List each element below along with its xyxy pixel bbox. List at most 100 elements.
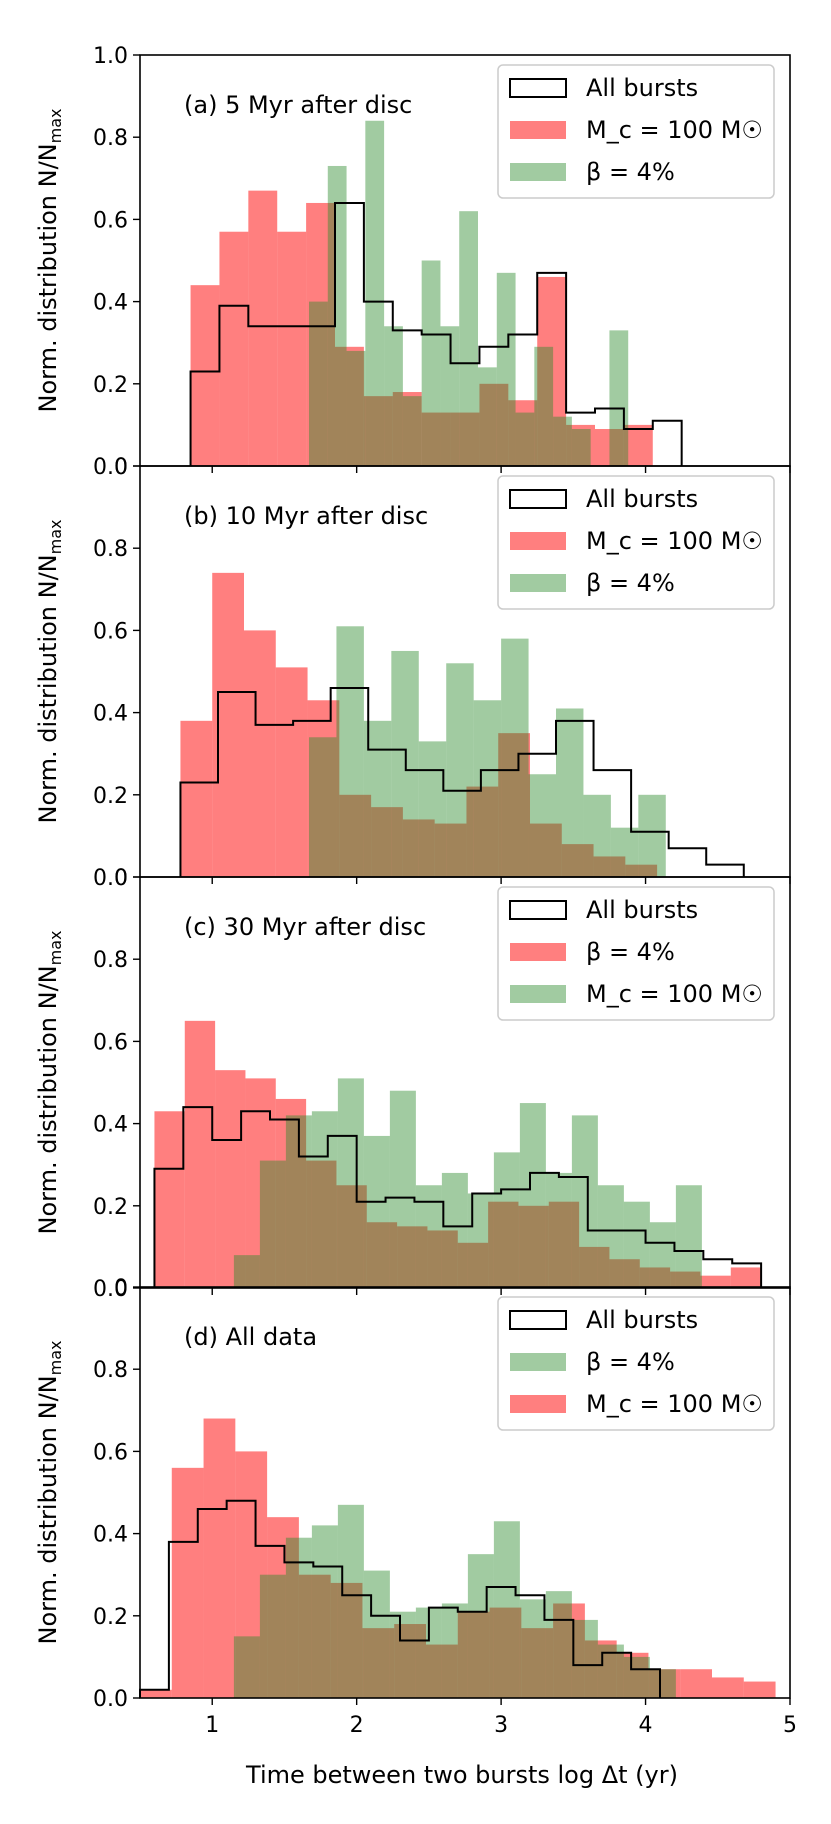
histogram-bar — [561, 844, 594, 877]
histogram-bar — [384, 326, 403, 466]
x-axis-label: Time between two bursts log Δt (yr) — [245, 1761, 678, 1789]
y-tick-label: 0.2 — [93, 1195, 128, 1220]
y-tick-label: 1.0 — [93, 44, 128, 69]
series-2 — [179, 686, 745, 877]
histogram-bar — [203, 1418, 236, 1698]
histogram-bar — [421, 412, 451, 466]
legend-label: β = 4% — [586, 1348, 675, 1376]
histogram-bar — [434, 823, 467, 877]
legend-swatch — [509, 1310, 567, 1330]
legend-label: β = 4% — [586, 938, 675, 966]
histogram-bar — [571, 429, 591, 466]
histogram-bar — [259, 1574, 286, 1698]
y-axis-label: Norm. distribution N/Nmax — [34, 109, 65, 413]
series-2 — [189, 201, 683, 466]
histogram-bar — [426, 1644, 458, 1698]
histogram-bar — [730, 1267, 762, 1288]
histogram-bar — [171, 1467, 204, 1698]
histogram-bar — [593, 856, 626, 877]
histogram-bar — [421, 260, 441, 466]
histogram-bar — [459, 211, 478, 466]
legend-swatch — [509, 900, 567, 920]
histogram-bar — [571, 1619, 598, 1698]
histogram-bar — [402, 396, 422, 466]
y-tick-label: 0.8 — [93, 126, 128, 151]
histogram-bar — [700, 1275, 731, 1288]
histogram-bar — [298, 1574, 331, 1698]
histogram-bar — [311, 1525, 338, 1698]
legend-swatch — [510, 1353, 566, 1371]
y-tick-label: 0.6 — [93, 1440, 128, 1465]
y-tick-label: 0.4 — [93, 1523, 128, 1548]
y-tick-label: 0 — [114, 866, 128, 891]
histogram-bar — [479, 383, 509, 466]
histogram-bar — [441, 1172, 468, 1288]
histogram-bar — [597, 1185, 624, 1288]
histogram-bar — [488, 1201, 519, 1288]
legend-box — [497, 1296, 775, 1431]
histogram-bar — [309, 737, 337, 877]
histogram-bar — [233, 1636, 260, 1698]
series-1 — [233, 1078, 702, 1288]
histogram-bar — [712, 1677, 744, 1698]
histogram-bar — [501, 638, 529, 877]
panel-3: 0.0 0.2 0.4 0.6 0.8 0 Norm. distribution N/Nma… — [34, 1276, 791, 1712]
legend-label: M_c = 100 M☉ — [586, 116, 763, 144]
histogram-bar — [648, 1669, 681, 1698]
legend-swatch — [510, 985, 566, 1003]
legend: All bursts β = 4% M_c = 100 M☉ — [497, 1296, 775, 1431]
histogram-bar — [528, 774, 556, 877]
histogram-bar — [639, 1267, 671, 1288]
x-tick-label: 3 — [494, 1713, 508, 1738]
panel-1: 0.0 0.2 0.4 0.6 0.8 0 Norm. distribution N/Nma… — [34, 455, 791, 891]
legend: All bursts β = 4% M_c = 100 M☉ — [497, 886, 775, 1021]
histogram-bar — [366, 1222, 398, 1288]
histogram-bar — [233, 1255, 260, 1288]
y-tick-label: 0 — [114, 1276, 128, 1301]
histogram-bar — [446, 663, 474, 877]
histogram-bar — [392, 392, 422, 466]
histogram-bar — [519, 1599, 546, 1698]
histogram-bar — [610, 827, 639, 877]
histogram-bar — [212, 572, 244, 877]
histogram-bar — [306, 1160, 337, 1288]
histogram-bar — [595, 429, 624, 466]
histogram-bar — [530, 823, 562, 877]
histogram-bar — [675, 1185, 702, 1288]
histogram-bar — [397, 1226, 428, 1288]
histogram-bar — [215, 1070, 246, 1288]
histogram-bar — [537, 276, 567, 466]
histogram-bar — [140, 1689, 172, 1698]
histogram-bar — [649, 1222, 676, 1288]
histogram-bar — [553, 416, 572, 466]
y-axis-label: Norm. distribution N/Nmax — [34, 520, 65, 824]
y-tick-label: 0.6 — [93, 208, 128, 233]
histogram-bar — [277, 231, 307, 466]
histogram-bar — [515, 412, 535, 466]
histogram-bar — [545, 1591, 572, 1698]
histogram-bar — [556, 708, 584, 877]
histogram-bar — [616, 1652, 649, 1698]
panel-frame — [139, 876, 791, 1289]
y-tick-label: 0 — [114, 455, 128, 480]
histogram-bar — [680, 1669, 712, 1698]
legend: All bursts M_c = 100 M☉ β = 4% — [497, 475, 775, 610]
legend-swatch — [510, 163, 566, 181]
histogram-bar — [571, 1115, 598, 1288]
histogram-bar — [219, 231, 249, 466]
legend-swatch — [509, 78, 567, 98]
histogram-bar — [440, 326, 460, 466]
legend-swatch — [510, 121, 566, 139]
histogram-bar — [330, 1582, 363, 1698]
histogram-bar — [457, 1242, 489, 1288]
histogram-bar — [275, 667, 308, 877]
y-tick-label: 0.0 — [93, 1687, 128, 1712]
histogram-bar — [415, 1185, 442, 1288]
y-tick-label: 0.4 — [93, 291, 128, 316]
histogram-bar — [489, 1607, 522, 1698]
histogram-bar — [521, 1628, 554, 1698]
y-tick-label: 0.0 — [93, 866, 128, 891]
histogram-bar — [566, 424, 595, 466]
legend-label: All bursts — [586, 1306, 698, 1334]
